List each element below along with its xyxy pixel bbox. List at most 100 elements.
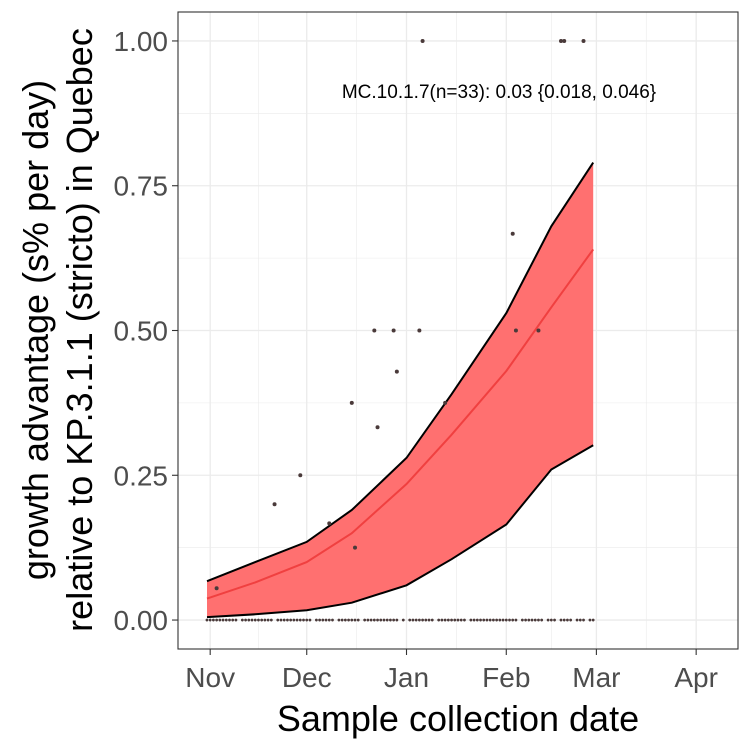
data-point-zero <box>372 618 376 622</box>
data-point <box>272 502 277 507</box>
data-point-zero <box>456 618 460 622</box>
data-point-zero <box>269 618 273 622</box>
data-point-zero <box>395 618 399 622</box>
data-point <box>562 38 567 43</box>
data-point-zero <box>208 618 212 622</box>
data-point-zero <box>504 618 508 622</box>
data-point-zero <box>244 618 247 622</box>
data-point-zero <box>430 618 434 622</box>
x-tick-label: Feb <box>482 662 530 693</box>
data-point-zero <box>392 618 396 622</box>
data-point-zero <box>479 618 482 622</box>
data-point-zero <box>295 618 299 622</box>
confidence-ribbon <box>207 162 594 618</box>
data-point-zero <box>511 618 515 622</box>
data-point-zero <box>588 618 592 622</box>
data-point <box>391 328 396 333</box>
data-point-zero <box>463 618 466 622</box>
data-point-zero <box>382 618 386 622</box>
data-point-zero <box>350 618 354 622</box>
data-point-zero <box>469 618 473 622</box>
data-point-zero <box>578 618 582 622</box>
data-point-zero <box>453 618 457 622</box>
data-point-zero <box>582 618 585 622</box>
data-point-zero <box>224 618 228 622</box>
data-point-zero <box>540 618 544 622</box>
data-point-zero <box>247 618 251 622</box>
data-point-zero <box>212 618 215 622</box>
data-point <box>375 425 380 430</box>
data-point-zero <box>305 618 309 622</box>
data-point-zero <box>221 618 225 622</box>
x-tick-label: Nov <box>185 662 235 693</box>
data-point <box>417 328 422 333</box>
fit-line <box>206 248 595 600</box>
x-axis-title: Sample collection date <box>277 698 639 739</box>
data-point-zero <box>282 618 286 622</box>
data-point-zero <box>411 618 415 622</box>
data-point-zero <box>524 618 527 622</box>
data-point-zero <box>417 618 421 622</box>
ribbon-lower-bound <box>206 444 594 619</box>
data-point-zero <box>379 618 383 622</box>
data-point <box>420 38 425 43</box>
y-tick-label: 0.50 <box>114 316 169 347</box>
data-point-zero <box>228 618 231 622</box>
data-point-zero <box>414 618 418 622</box>
data-point-zero <box>401 618 405 622</box>
data-point-zero <box>321 618 325 622</box>
data-point-zero <box>472 618 476 622</box>
data-point-zero <box>250 618 254 622</box>
data-point-zero <box>495 618 499 622</box>
y-axis-title-line-2: relative to KP.3.1.1 (stricto) in Quebec <box>59 28 100 632</box>
data-point <box>513 328 518 333</box>
data-point-zero <box>337 618 341 622</box>
data-point <box>214 586 219 591</box>
data-point-zero <box>289 618 293 622</box>
data-point <box>558 38 563 43</box>
data-point-zero <box>240 618 244 622</box>
data-point-zero <box>485 618 489 622</box>
data-point-zero <box>266 618 270 622</box>
data-point-zero <box>437 618 441 622</box>
data-point-zero <box>427 618 431 622</box>
data-point-zero <box>482 618 486 622</box>
data-point-zero <box>421 618 424 622</box>
data-point-zero <box>501 618 505 622</box>
data-point-zero <box>363 618 367 622</box>
data-point-zero <box>218 618 222 622</box>
data-point-zero <box>279 618 283 622</box>
data-point-zero <box>257 618 260 622</box>
data-point-zero <box>562 618 566 622</box>
data-point-zero <box>575 618 579 622</box>
data-point-zero <box>527 618 531 622</box>
data-points <box>205 38 595 622</box>
data-point-zero <box>566 618 569 622</box>
data-point-zero <box>424 618 428 622</box>
data-point-zero <box>369 618 373 622</box>
x-axis-ticks: Nov Dec Jan Feb Mar Apr <box>185 649 718 693</box>
data-point-zero <box>308 618 312 622</box>
data-point-zero <box>530 618 534 622</box>
data-point-zero <box>205 618 209 622</box>
data-point <box>394 369 399 374</box>
data-point-zero <box>343 618 347 622</box>
data-point-zero <box>569 618 573 622</box>
data-point-zero <box>234 618 238 622</box>
data-point-zero <box>385 618 389 622</box>
data-point-zero <box>408 618 412 622</box>
data-point-zero <box>318 618 322 622</box>
data-point-zero <box>440 618 444 622</box>
data-point-zero <box>231 618 235 622</box>
data-point <box>536 328 541 333</box>
data-point-zero <box>514 618 518 622</box>
data-point-zero <box>331 618 334 622</box>
data-point-zero <box>389 618 392 622</box>
data-point-zero <box>286 618 289 622</box>
data-point <box>298 473 303 478</box>
data-point-zero <box>450 618 453 622</box>
data-point-zero <box>292 618 296 622</box>
data-point-zero <box>533 618 537 622</box>
y-tick-label: 0.75 <box>114 171 169 202</box>
data-point <box>443 400 448 405</box>
